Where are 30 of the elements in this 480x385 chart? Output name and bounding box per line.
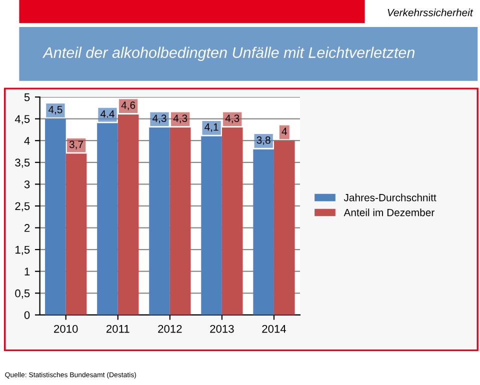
- y-tick-label: 1,5: [16, 246, 30, 256]
- data-label: 3,7: [69, 140, 83, 150]
- x-tick-label: 2012: [158, 324, 182, 333]
- y-tick-label: 3,5: [15, 158, 30, 168]
- data-label: 3,8: [256, 136, 270, 146]
- legend-label: Jahres-Durchschnitt: [344, 194, 436, 202]
- y-tick-label: 5: [24, 93, 30, 102]
- data-label: 4,3: [173, 114, 188, 124]
- data-label: 4: [282, 128, 287, 135]
- x-tick-label: 2014: [262, 324, 286, 333]
- y-tick-label: 4,5: [14, 115, 30, 124]
- y-tick-label: 2: [24, 224, 30, 232]
- x-tick-label: 2013: [210, 324, 234, 333]
- text: Verkehrssicherheit: [388, 8, 474, 16]
- y-tick-label: 3: [24, 180, 30, 188]
- legend-label: Anteil im Dezember: [344, 208, 434, 216]
- data-label: 4,3: [152, 114, 166, 124]
- y-tick-label: 1: [24, 268, 30, 276]
- y-tick-label: 2,5: [15, 202, 30, 212]
- data-label: 4,1: [204, 123, 218, 132]
- chart-title: Anteil der alkoholbedingten Unfälle mit Leichtverletzten: [42, 46, 414, 62]
- data-label: 4,3: [225, 114, 240, 124]
- y-tick-label: 0,5: [15, 289, 30, 299]
- y-tick-label: 4: [24, 136, 30, 145]
- data-label: 4.4: [100, 110, 114, 118]
- x-tick-label: 2010: [54, 324, 78, 333]
- x-tick-label: 2011: [106, 324, 130, 333]
- y-tick-label: 0: [24, 311, 30, 320]
- data-label: 4,5: [48, 106, 62, 114]
- data-label: 4,6: [121, 102, 136, 110]
